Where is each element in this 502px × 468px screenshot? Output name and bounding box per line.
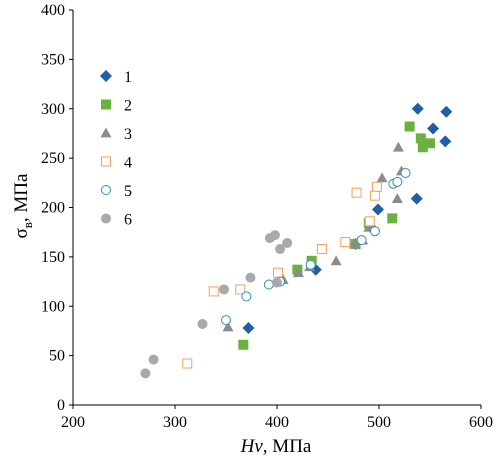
legend-marker-6 [101,213,111,224]
y-tick-label: 100 [41,298,65,315]
legend-label-6: 6 [124,212,132,229]
axes [69,9,482,409]
x-tick-label: 400 [265,414,289,431]
data-point-series-4 [182,358,193,369]
data-point-series-5 [241,291,252,302]
legend-label-4: 4 [124,155,132,172]
data-point-series-5 [392,176,403,187]
legend-marker-4 [101,156,111,167]
data-point-series-6 [245,272,256,283]
data-point-series-6 [275,243,286,254]
legend-marker-1 [100,70,112,82]
data-point-series-1 [242,321,255,334]
data-point-series-3 [392,141,404,152]
data-point-series-3 [349,238,361,249]
y-tick-label: 50 [49,348,65,365]
legend-label-5: 5 [124,183,132,200]
y-axis-title-subscript: в [20,222,35,228]
data-point-series-2 [425,138,435,149]
data-point-series-5 [369,226,380,237]
data-point-series-3 [330,255,342,266]
legend-label-1: 1 [124,69,132,86]
data-point-series-4 [340,237,351,248]
y-axis-title-unit: , МПа [11,173,32,222]
data-point-series-2 [404,121,415,132]
legend-label-2: 2 [124,98,132,115]
legend-marker-5 [101,185,111,195]
x-tick-label: 500 [367,414,391,431]
y-tick-label: 350 [41,51,65,68]
data-point-series-4 [235,284,246,295]
data-point-series-6 [218,284,229,295]
data-point-series-6 [148,354,159,365]
data-point-series-6 [282,238,293,249]
data-point-series-6 [197,319,208,330]
legend-label-3: 3 [124,126,132,143]
data-point-series-4 [364,216,375,227]
legend: 1 2 3 4 5 6 [100,69,132,229]
data-point-series-1 [439,135,452,148]
x-tick-label: 200 [61,414,85,431]
data-point-series-2 [238,339,249,350]
data-point-series-4 [316,243,327,254]
data-point-series-4 [208,286,219,297]
data-point-series-4 [369,190,380,201]
data-point-series-4 [371,181,382,192]
data-point-series-5 [263,279,274,290]
y-tick-label: 400 [41,2,65,19]
axis-titles: Hv, МПа σв, МПа [11,173,312,457]
y-tick-label: 200 [41,200,65,217]
x-tick-label: 300 [163,414,187,431]
data-point-series-3 [391,193,403,204]
data-point-series-3 [222,321,234,332]
y-tick-label: 0 [57,397,65,414]
y-axis-title: σв, МПа [11,173,35,239]
legend-marker-3 [100,127,112,138]
data-point-series-2 [417,142,428,153]
data-point-series-1 [427,122,440,135]
legend-marker-2 [101,99,111,110]
x-axis-title-italic: Hv [240,436,264,457]
data-point-series-4 [351,187,362,198]
data-point-series-5 [356,235,367,246]
data-point-series-1 [371,203,384,216]
y-tick-label: 250 [41,150,65,167]
data-point-series-1 [440,105,453,118]
tick-labels: 0 50 100 150 200 250 300 350 400 200 300 400 500 600 [41,2,493,431]
data-point-series-6 [272,277,282,288]
y-tick-label: 300 [41,101,65,118]
data-point-series-6 [140,368,151,379]
data-point-series-5 [305,259,316,270]
data-point-series-2 [387,213,398,224]
data-point-series-1 [411,102,424,115]
y-axis-title-symbol: σ [11,228,32,238]
data-point-series-3 [376,172,388,183]
y-tick-label: 150 [41,249,65,266]
data-points [140,102,453,379]
data-point-series-5 [221,315,231,326]
data-point-series-1 [410,192,423,205]
data-point-series-6 [269,230,280,241]
x-axis-title-unit: , МПа [263,436,312,457]
data-point-series-4 [273,267,284,278]
data-point-series-2 [415,133,426,144]
x-axis-title: Hv, МПа [240,436,312,457]
data-point-series-5 [400,167,411,178]
x-tick-label: 600 [469,414,493,431]
data-point-series-3 [292,267,304,278]
